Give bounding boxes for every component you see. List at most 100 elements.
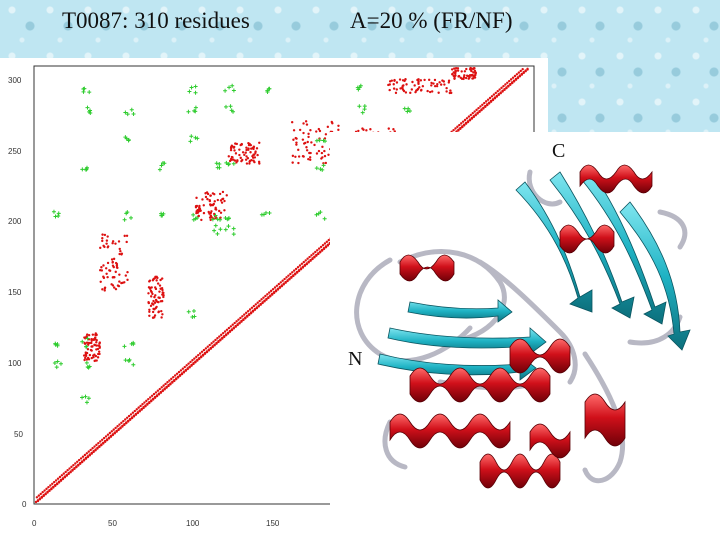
contact-point — [399, 87, 402, 90]
contact-point — [467, 115, 471, 118]
contact-point — [326, 125, 330, 129]
contact-point — [123, 358, 128, 363]
contact-point — [311, 257, 314, 260]
contact-point — [56, 211, 61, 216]
y-tick-label: 150 — [8, 288, 22, 297]
contact-point — [323, 154, 327, 158]
contact-point — [88, 353, 92, 357]
contact-point — [173, 374, 177, 377]
contact-point — [86, 356, 90, 360]
contact-point — [492, 93, 496, 96]
contact-point — [90, 451, 93, 455]
contact-point — [221, 336, 224, 340]
contact-point — [474, 71, 477, 74]
contact-point — [87, 333, 91, 337]
contact-point — [133, 409, 137, 413]
contact-point — [498, 88, 501, 91]
contact-point — [112, 275, 115, 279]
contact-point — [80, 339, 85, 344]
contact-point — [322, 216, 327, 221]
contact-point — [111, 240, 115, 243]
contact-point — [161, 211, 166, 216]
contact-point — [118, 423, 121, 426]
contact-point — [315, 152, 319, 155]
contact-point — [454, 127, 457, 130]
contact-point — [457, 128, 460, 131]
contact-point — [486, 98, 490, 101]
contact-point — [317, 138, 322, 143]
contact-point — [413, 84, 416, 87]
contact-point — [248, 162, 251, 165]
contact-point — [474, 113, 477, 116]
contact-point — [331, 122, 334, 125]
contact-point — [215, 231, 220, 236]
contact-point — [324, 161, 328, 165]
contact-point — [98, 341, 101, 344]
contact-point — [393, 78, 396, 82]
contact-point — [514, 77, 518, 81]
contact-point — [452, 67, 456, 70]
contact-point — [160, 160, 165, 165]
contact-point — [76, 460, 79, 463]
contact-point — [485, 100, 488, 103]
contact-point — [489, 99, 493, 103]
contact-point — [217, 161, 222, 166]
contact-point — [91, 333, 95, 336]
contact-point — [309, 158, 312, 161]
contact-point — [175, 372, 179, 375]
contact-point — [294, 267, 298, 271]
contact-point — [432, 82, 435, 85]
contact-point — [54, 483, 57, 487]
contact-point — [282, 282, 285, 285]
contact-point — [124, 274, 128, 277]
contact-point — [118, 280, 121, 283]
contact-point — [516, 76, 520, 79]
contact-point — [419, 89, 423, 92]
contact-point — [156, 282, 160, 285]
contact-point — [292, 138, 295, 141]
contact-point — [160, 386, 163, 389]
contact-point — [305, 146, 308, 149]
contact-point — [468, 76, 471, 79]
contact-point — [127, 414, 131, 418]
contact-point — [148, 308, 151, 311]
contact-point — [216, 198, 220, 202]
contact-point — [223, 199, 226, 203]
contact-point — [287, 274, 290, 277]
contact-point — [201, 353, 205, 356]
contact-point — [231, 323, 234, 326]
contact-point — [69, 470, 72, 473]
contact-point — [87, 341, 90, 345]
contact-point — [149, 304, 153, 308]
contact-point — [103, 289, 106, 292]
contact-point — [81, 89, 86, 94]
contact-point — [106, 433, 110, 436]
contact-point — [122, 217, 127, 222]
contact-point — [253, 160, 256, 164]
contact-point — [86, 333, 89, 336]
contact-point — [102, 276, 106, 280]
contact-point — [417, 82, 420, 86]
contact-point — [137, 406, 140, 409]
contact-point — [55, 359, 60, 364]
contact-point — [314, 250, 317, 254]
contact-point — [222, 334, 226, 338]
contact-point — [90, 345, 94, 348]
contact-point — [277, 282, 281, 286]
contact-point — [176, 375, 180, 378]
contact-point — [219, 199, 223, 202]
contact-point — [110, 283, 113, 286]
contact-point — [95, 344, 98, 347]
contact-point — [229, 148, 233, 152]
contact-point — [100, 266, 103, 269]
contact-point — [302, 122, 305, 125]
contact-point — [153, 395, 157, 399]
contact-point — [68, 467, 71, 470]
contact-point — [49, 484, 52, 487]
contact-point — [289, 272, 292, 276]
contact-point — [300, 262, 304, 266]
contact-point — [218, 227, 223, 232]
contact-point — [131, 362, 136, 367]
contact-point — [245, 146, 248, 149]
contact-point — [246, 157, 250, 160]
